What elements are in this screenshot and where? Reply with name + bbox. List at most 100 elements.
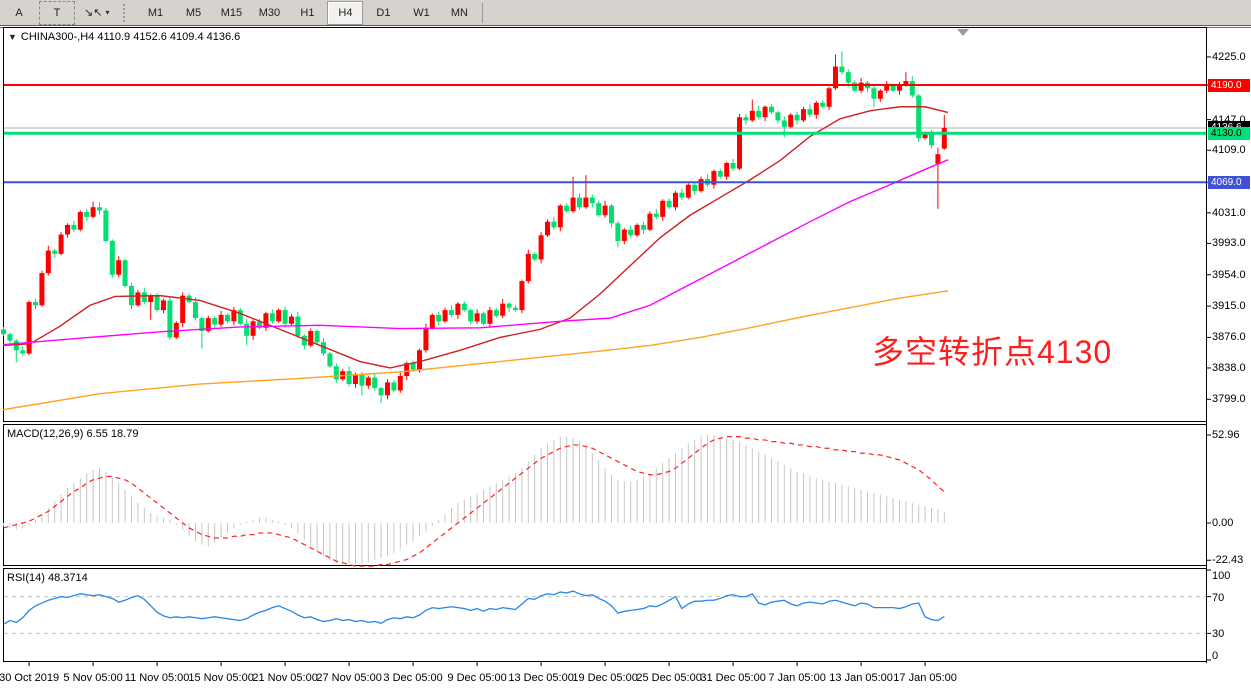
candle-body[interactable]	[673, 192, 678, 208]
candle-body[interactable]	[570, 197, 576, 212]
candle-body[interactable]	[839, 66, 845, 73]
candle-body[interactable]	[826, 88, 832, 107]
candle-body[interactable]	[871, 88, 877, 99]
candle-body[interactable]	[65, 224, 70, 235]
candle-body[interactable]	[314, 330, 320, 343]
candle-body[interactable]	[781, 120, 787, 127]
candle-body[interactable]	[276, 310, 282, 322]
candle-body[interactable]	[474, 313, 480, 322]
candle-body[interactable]	[289, 316, 294, 324]
candle-body[interactable]	[807, 109, 813, 115]
candle-body[interactable]	[417, 350, 422, 370]
candle-body[interactable]	[884, 85, 890, 91]
candle-body[interactable]	[935, 154, 941, 164]
candle-body[interactable]	[193, 302, 198, 319]
candle-body[interactable]	[532, 253, 538, 260]
candle-body[interactable]	[257, 321, 262, 328]
candle-body[interactable]	[909, 81, 915, 96]
candle-body[interactable]	[724, 163, 730, 177]
candle-body[interactable]	[20, 350, 26, 354]
candle-body[interactable]	[1, 329, 6, 335]
timeframe-button-h4[interactable]: H4	[327, 0, 364, 25]
candle-body[interactable]	[250, 321, 256, 336]
candle-body[interactable]	[666, 200, 672, 208]
candle-body[interactable]	[97, 207, 102, 211]
candle-body[interactable]	[212, 318, 218, 325]
candle-body[interactable]	[717, 171, 723, 177]
candle-body[interactable]	[794, 114, 800, 121]
candle-body[interactable]	[877, 90, 883, 99]
candle-body[interactable]	[692, 184, 698, 192]
candle-body[interactable]	[218, 314, 224, 325]
candle-body[interactable]	[801, 109, 806, 121]
timeframe-button-m15[interactable]: M15	[220, 6, 243, 19]
candle-body[interactable]	[263, 313, 269, 328]
timeframe-button-h1[interactable]: H1	[300, 6, 315, 19]
candle-body[interactable]	[525, 253, 531, 282]
candle-body[interactable]	[941, 127, 947, 149]
candle-body[interactable]	[7, 334, 13, 341]
candle-body[interactable]	[13, 340, 19, 351]
candle-body[interactable]	[365, 377, 371, 386]
candle-body[interactable]	[545, 221, 550, 236]
candle-body[interactable]	[602, 205, 608, 216]
candle-body[interactable]	[301, 335, 307, 346]
timeframe-button-m5[interactable]: M5	[185, 6, 202, 19]
candle-body[interactable]	[577, 197, 582, 208]
candle-body[interactable]	[641, 224, 646, 230]
candle-body[interactable]	[852, 82, 858, 91]
candle-body[interactable]	[634, 224, 640, 236]
candle-body[interactable]	[845, 72, 851, 83]
candle-body[interactable]	[583, 197, 589, 208]
text-tool-button[interactable]: T	[39, 0, 75, 25]
candle-body[interactable]	[833, 66, 838, 89]
candle-body[interactable]	[410, 363, 416, 370]
candle-body[interactable]	[161, 300, 166, 311]
candle-body[interactable]	[378, 388, 384, 396]
text-label-tool-button[interactable]: A	[15, 6, 23, 19]
candle-body[interactable]	[481, 313, 486, 324]
candle-body[interactable]	[916, 95, 922, 139]
candle-body[interactable]	[653, 213, 659, 217]
candle-body[interactable]	[685, 184, 691, 198]
candle-body[interactable]	[449, 310, 454, 315]
candle-body[interactable]	[455, 303, 461, 315]
chevron-down-icon[interactable]: ▼	[8, 32, 17, 42]
candle-body[interactable]	[84, 212, 90, 217]
candle-body[interactable]	[609, 205, 614, 224]
candle-body[interactable]	[26, 302, 32, 354]
candle-body[interactable]	[890, 85, 896, 91]
candle-body[interactable]	[231, 310, 237, 322]
toolbar-grip[interactable]	[123, 3, 132, 22]
candle-body[interactable]	[493, 310, 499, 316]
candle-body[interactable]	[103, 210, 109, 241]
candle-body[interactable]	[346, 371, 352, 385]
candle-body[interactable]	[737, 117, 742, 169]
candle-body[interactable]	[743, 117, 749, 121]
candle-body[interactable]	[749, 110, 755, 121]
candle-body[interactable]	[308, 330, 314, 346]
candle-body[interactable]	[513, 307, 518, 311]
candle-body[interactable]	[404, 363, 410, 376]
candle-body[interactable]	[487, 310, 493, 324]
candle-body[interactable]	[45, 250, 51, 274]
candle-body[interactable]	[551, 221, 557, 228]
candle-body[interactable]	[442, 310, 448, 322]
timeframe-button-mn[interactable]: MN	[450, 6, 468, 19]
timeframe-button-m1[interactable]: M1	[147, 6, 164, 19]
candle-body[interactable]	[116, 260, 122, 275]
candle-body[interactable]	[519, 281, 525, 311]
candle-body[interactable]	[359, 374, 365, 386]
candle-body[interactable]	[615, 223, 621, 241]
candle-body[interactable]	[788, 114, 794, 127]
candle-body[interactable]	[385, 382, 390, 396]
candle-body[interactable]	[225, 314, 230, 322]
candle-body[interactable]	[813, 102, 819, 115]
candle-body[interactable]	[109, 240, 115, 275]
candle-body[interactable]	[506, 303, 512, 308]
candle-body[interactable]	[321, 342, 326, 354]
candle-body[interactable]	[596, 203, 602, 216]
candle-body[interactable]	[372, 377, 378, 389]
candle-body[interactable]	[762, 106, 768, 118]
